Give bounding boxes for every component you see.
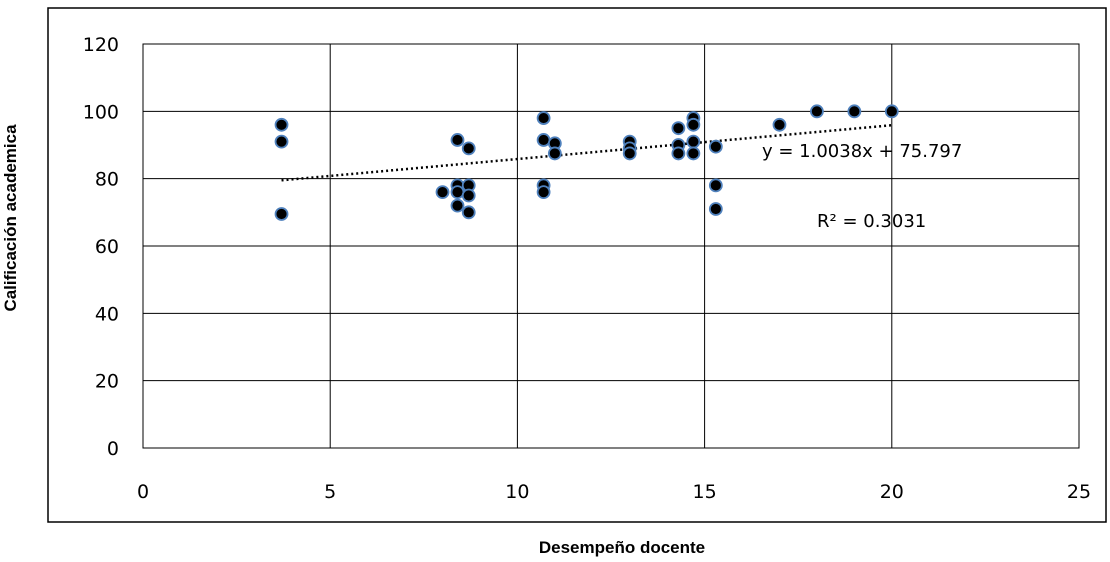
trendline-layer [281, 123, 892, 182]
y-tick-label: 120 [83, 34, 119, 56]
data-point [435, 185, 450, 200]
y-axis-tick-labels: 0 20 40 60 80 100 120 [83, 34, 119, 460]
plot-area [142, 43, 1080, 449]
data-point [810, 104, 824, 119]
data-point [686, 117, 701, 132]
x-tick-label: 5 [324, 481, 336, 503]
data-point [461, 141, 476, 156]
y-axis-title: Calificación academica [1, 124, 20, 312]
y-tick-label: 80 [95, 169, 119, 191]
y-tick-label: 100 [83, 101, 119, 123]
data-point [450, 198, 465, 213]
x-tick-label: 25 [1067, 481, 1091, 503]
data-point [622, 146, 637, 161]
data-point [274, 117, 289, 132]
x-tick-label: 20 [880, 481, 904, 503]
data-point [884, 104, 899, 119]
data-point [671, 146, 686, 161]
data-point [274, 207, 289, 221]
r-squared-label: R² = 0.3031 [817, 211, 926, 232]
data-point [708, 178, 723, 193]
trendline [281, 123, 892, 182]
data-point [847, 104, 862, 119]
data-point [708, 202, 723, 216]
trendline-equation-label: y = 1.0038x + 75.797 [762, 141, 962, 162]
data-point [772, 117, 787, 132]
y-tick-label: 60 [95, 236, 119, 258]
data-point [686, 146, 701, 161]
data-point [536, 111, 551, 125]
chart-area-border [47, 7, 1107, 523]
data-points [274, 104, 899, 221]
data-point [450, 185, 465, 200]
data-point [461, 205, 476, 220]
data-point [547, 146, 562, 161]
plot-border [142, 43, 1080, 449]
x-tick-label: 15 [693, 481, 717, 503]
data-point [671, 121, 686, 136]
x-axis-tick-labels: 0 5 10 15 20 25 [137, 481, 1091, 503]
data-point [536, 185, 551, 200]
data-point [461, 188, 476, 203]
y-tick-label: 0 [107, 438, 119, 460]
y-tick-label: 20 [95, 371, 119, 393]
data-point [686, 134, 701, 149]
data-point [274, 134, 289, 149]
y-tick-label: 40 [95, 303, 119, 325]
data-point [708, 139, 723, 154]
x-tick-label: 0 [137, 481, 149, 503]
x-tick-label: 10 [505, 481, 529, 503]
x-axis-title: Desempeño docente [539, 538, 705, 557]
data-point [450, 133, 465, 147]
data-point [536, 133, 551, 147]
